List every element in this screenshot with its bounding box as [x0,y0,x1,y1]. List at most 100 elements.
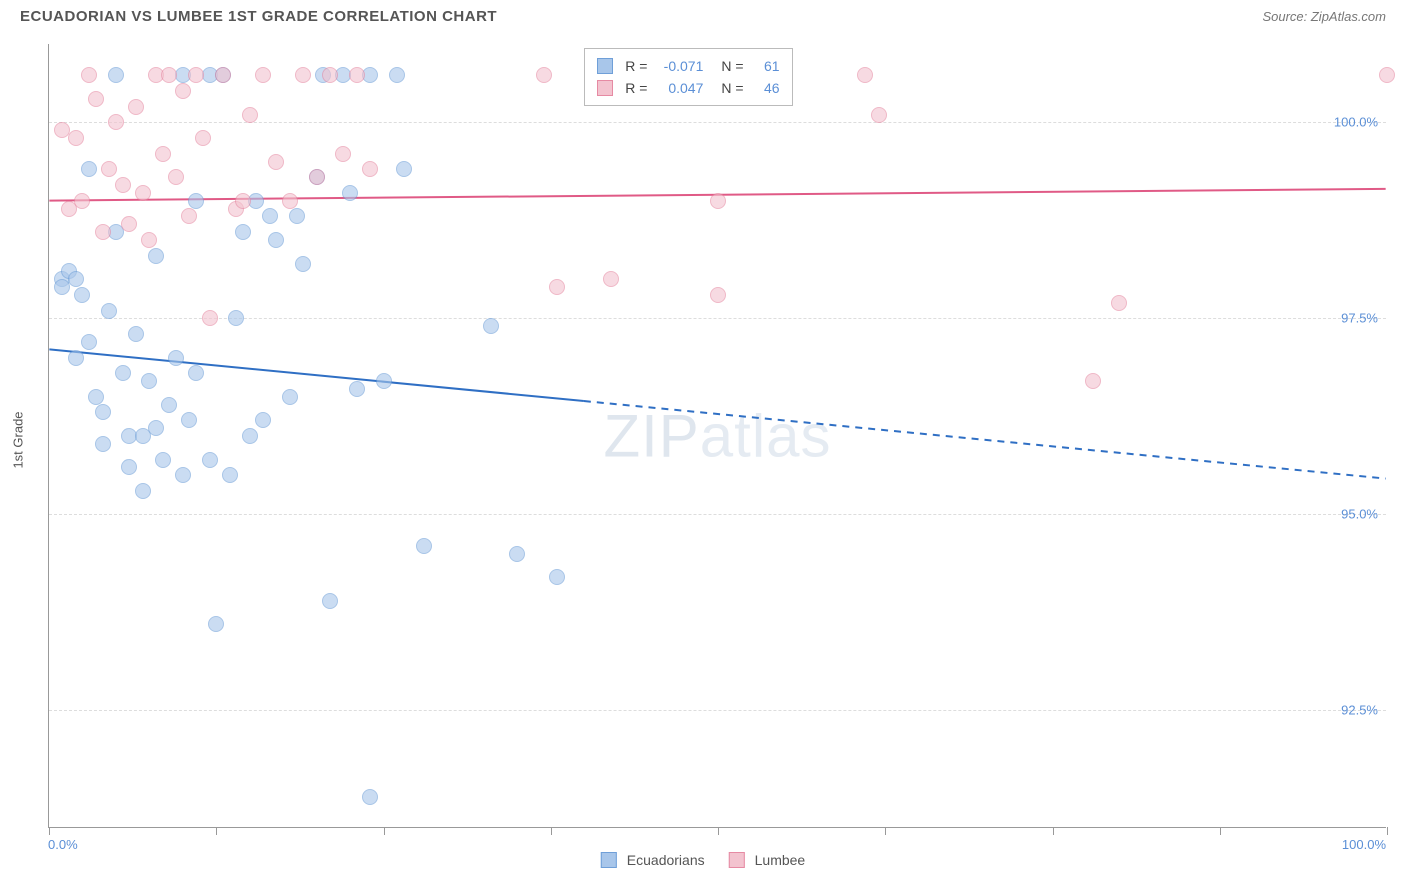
scatter-point [416,538,432,554]
scatter-point [349,381,365,397]
scatter-point [181,208,197,224]
scatter-point [549,569,565,585]
scatter-point [74,287,90,303]
scatter-point [81,161,97,177]
scatter-point [81,334,97,350]
scatter-point [282,193,298,209]
plot-area: ZIPatlas R =-0.071N =61R =0.047N =46 92.… [48,44,1386,828]
scatter-point [242,107,258,123]
scatter-point [322,593,338,609]
legend-item: Lumbee [729,852,806,868]
scatter-point [188,193,204,209]
scatter-point [148,248,164,264]
scatter-point [188,67,204,83]
scatter-point [322,67,338,83]
scatter-point [396,161,412,177]
y-tick-label: 100.0% [1334,115,1378,130]
scatter-point [268,232,284,248]
scatter-point [362,161,378,177]
scatter-point [68,350,84,366]
scatter-point [101,161,117,177]
gridline-h [49,710,1386,711]
y-tick-label: 97.5% [1341,311,1378,326]
scatter-point [181,412,197,428]
scatter-point [309,169,325,185]
scatter-point [342,185,358,201]
stat-r-value: 0.047 [655,77,703,99]
scatter-point [208,616,224,632]
y-tick-label: 95.0% [1341,507,1378,522]
stat-n-label: N = [721,77,743,99]
scatter-point [81,67,97,83]
scatter-point [857,67,873,83]
x-tick [1220,827,1221,835]
scatter-point [222,467,238,483]
gridline-h [49,514,1386,515]
correlation-legend: R =-0.071N =61R =0.047N =46 [584,48,792,106]
stat-r-label: R = [625,77,647,99]
x-tick [384,827,385,835]
stat-r-value: -0.071 [655,55,703,77]
scatter-point [389,67,405,83]
scatter-point [483,318,499,334]
scatter-point [168,169,184,185]
scatter-point [289,208,305,224]
source-attribution: Source: ZipAtlas.com [1262,9,1386,24]
scatter-point [128,326,144,342]
scatter-point [228,310,244,326]
scatter-point [155,146,171,162]
stat-n-label: N = [721,55,743,77]
scatter-point [115,365,131,381]
legend-swatch [597,80,613,96]
scatter-point [242,428,258,444]
legend-stats-row: R =-0.071N =61 [597,55,779,77]
x-tick [1053,827,1054,835]
stat-n-value: 46 [752,77,780,99]
scatter-point [376,373,392,389]
scatter-point [175,83,191,99]
x-axis-max-label: 100.0% [1342,837,1386,852]
scatter-point [88,389,104,405]
y-tick-label: 92.5% [1341,703,1378,718]
legend-stats-row: R = 0.047 N = 46 [597,77,779,99]
scatter-point [295,67,311,83]
scatter-point [235,224,251,240]
scatter-point [1379,67,1395,83]
scatter-point [262,208,278,224]
scatter-point [871,107,887,123]
scatter-point [362,789,378,805]
scatter-point [549,279,565,295]
scatter-point [710,287,726,303]
scatter-point [349,67,365,83]
scatter-point [141,373,157,389]
scatter-point [255,67,271,83]
scatter-point [603,271,619,287]
scatter-point [282,389,298,405]
scatter-point [168,350,184,366]
scatter-point [202,310,218,326]
scatter-point [215,67,231,83]
scatter-point [95,404,111,420]
legend-label: Ecuadorians [627,852,705,868]
scatter-point [509,546,525,562]
x-tick [551,827,552,835]
scatter-point [121,459,137,475]
scatter-point [255,412,271,428]
stat-r-label: R = [625,55,647,77]
scatter-point [536,67,552,83]
scatter-point [148,420,164,436]
scatter-point [155,452,171,468]
scatter-point [195,130,211,146]
y-axis-label: 1st Grade [11,411,26,468]
x-tick [885,827,886,835]
legend-item: Ecuadorians [601,852,705,868]
legend-label: Lumbee [755,852,806,868]
watermark: ZIPatlas [603,401,831,470]
x-axis-min-label: 0.0% [48,837,78,852]
scatter-point [268,154,284,170]
scatter-point [108,67,124,83]
scatter-point [235,193,251,209]
scatter-point [74,193,90,209]
scatter-point [188,365,204,381]
scatter-point [68,130,84,146]
